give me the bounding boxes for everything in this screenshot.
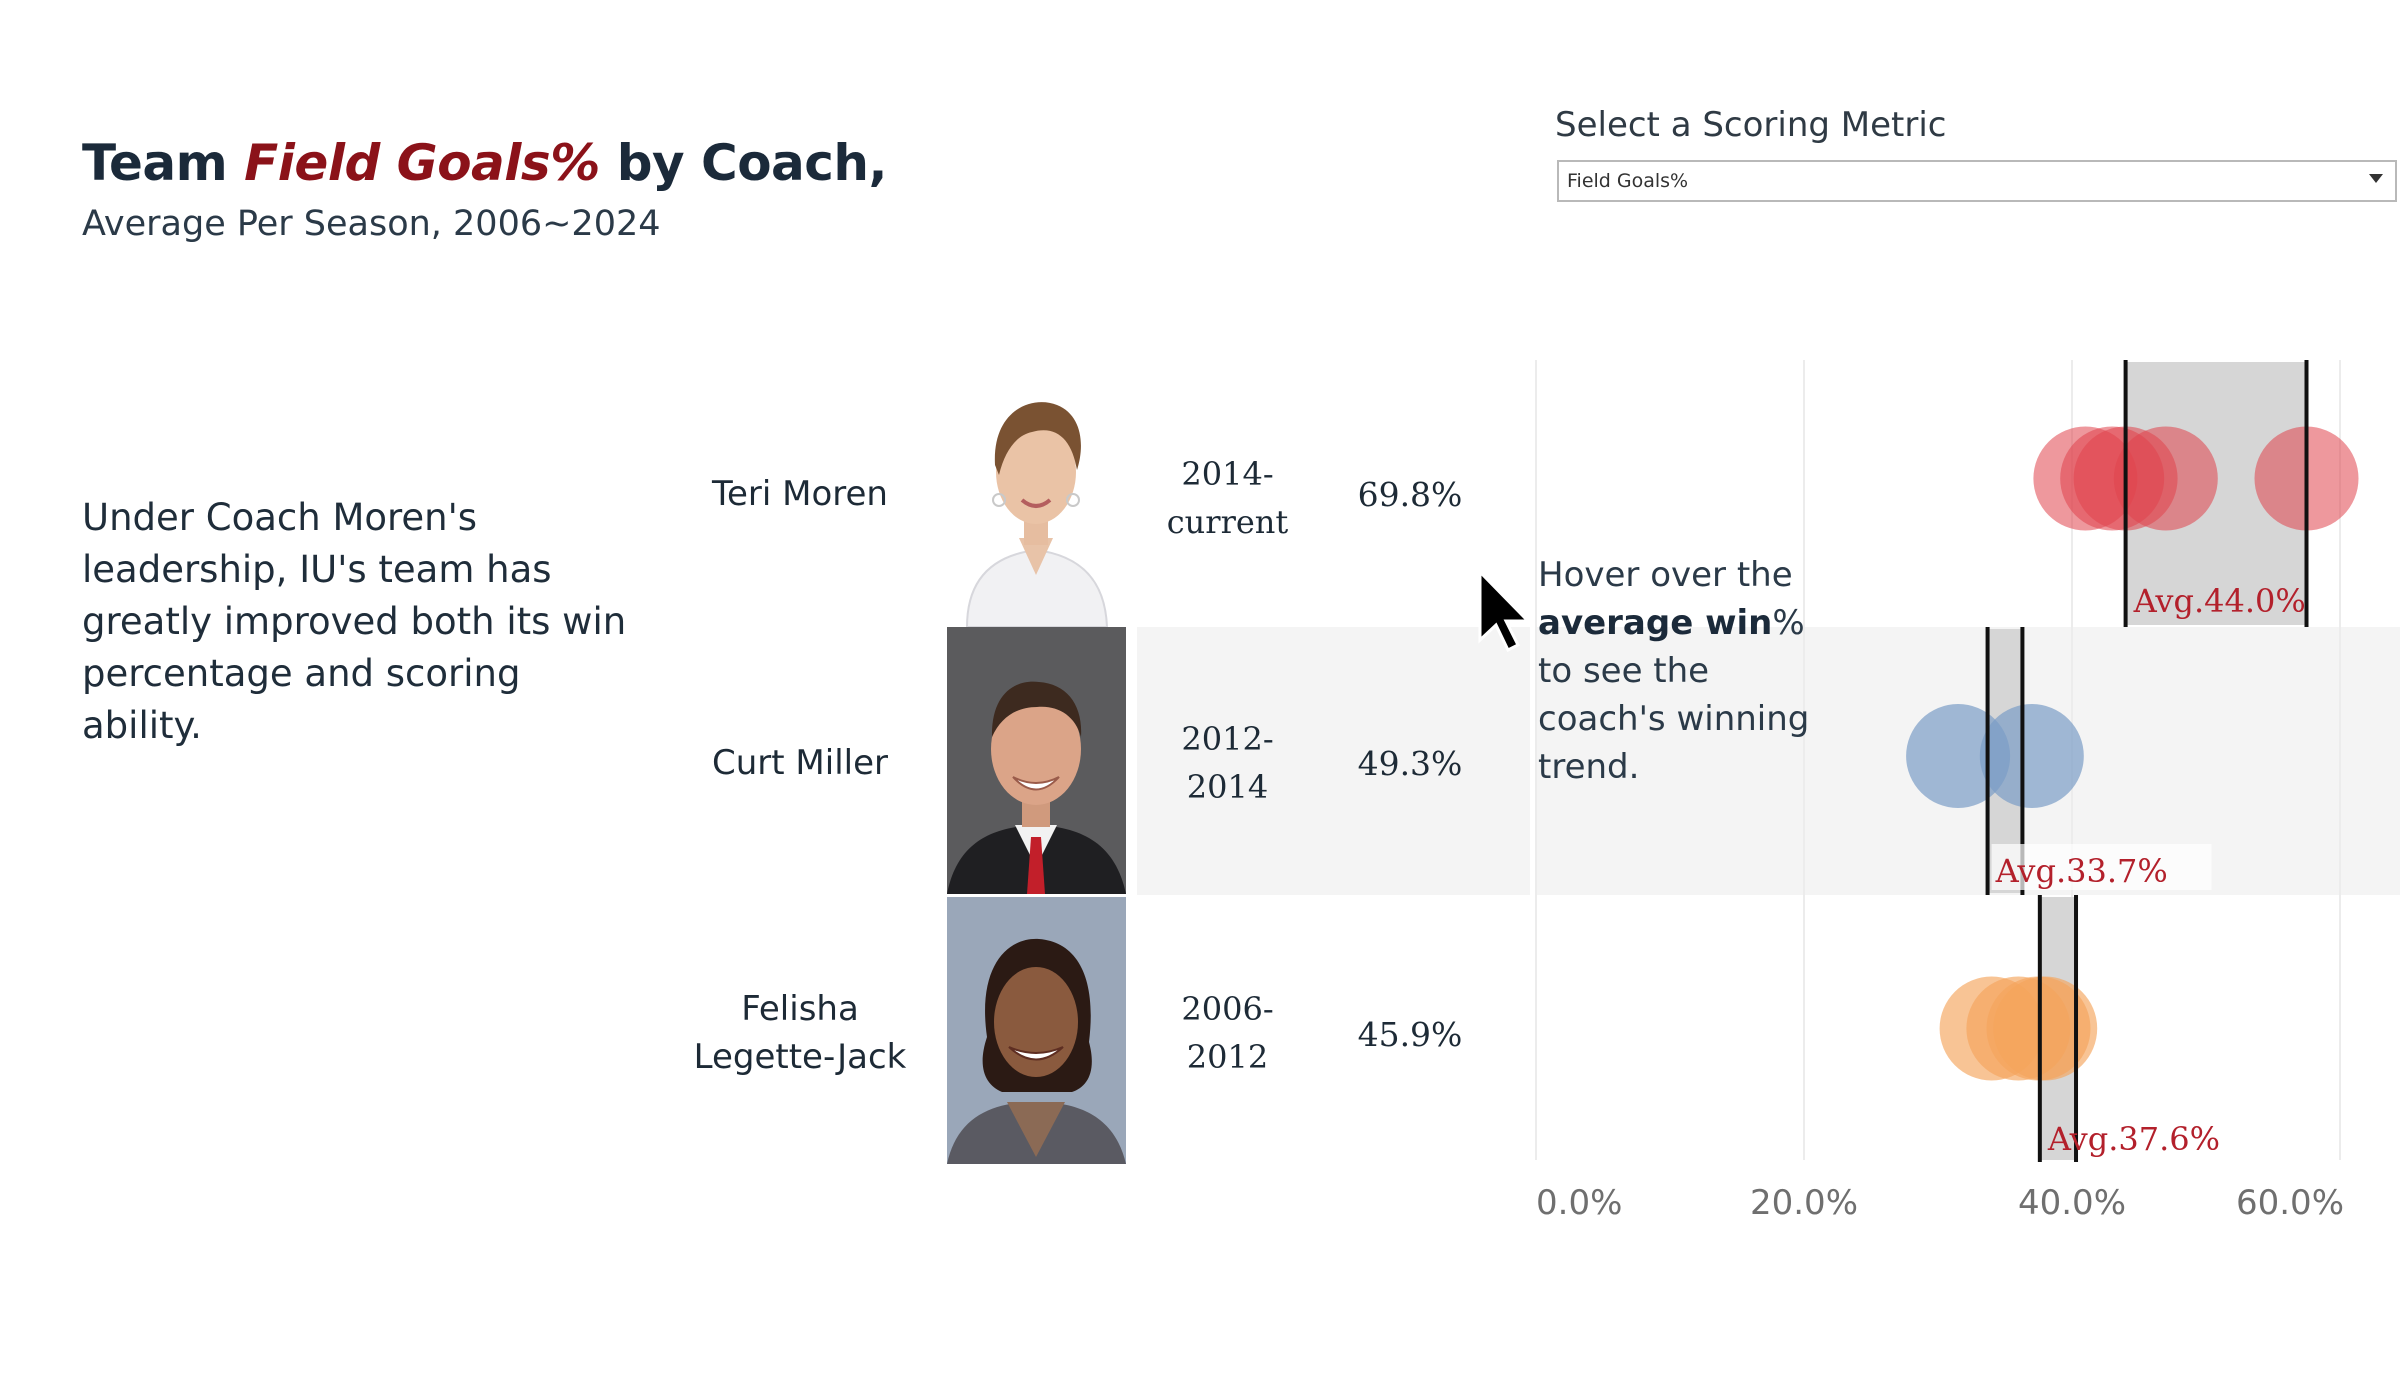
narrative-text: Under Coach Moren's leadership, IU's tea… — [82, 496, 627, 747]
x-axis-tick-label: 20.0% — [1750, 1183, 1858, 1223]
data-point — [2113, 426, 2218, 531]
row-band-cell — [1322, 627, 1530, 895]
hint-text-before: Hover over the — [1538, 555, 1793, 595]
title-metric: Field Goals% — [244, 134, 600, 192]
coach-portrait-moren — [947, 360, 1126, 627]
tenure-text: 2012- 2014 — [1181, 720, 1274, 806]
average-label-bg — [1991, 844, 2212, 890]
metric-selector-label: Select a Scoring Metric — [1555, 105, 1947, 145]
tenure-moren: 2014- current — [1140, 450, 1315, 546]
coach-name-text: Felisha Legette-Jack — [693, 989, 907, 1077]
average-label: Avg.37.6% — [2047, 1120, 2220, 1158]
coach-name-moren: Teri Moren — [712, 474, 888, 514]
hint-text-after: % to see the coach's winning trend. — [1538, 603, 1810, 787]
page-subtitle: Average Per Season, 2006~2024 — [82, 204, 661, 244]
tenure-legette-jack: 2006- 2012 — [1140, 985, 1315, 1081]
tenure-miller: 2012- 2014 — [1140, 715, 1315, 811]
chevron-down-icon[interactable] — [2369, 174, 2383, 183]
avg-win-legette-jack[interactable]: 45.9% — [1357, 1015, 1463, 1054]
title-suffix: by Coach, — [599, 134, 888, 192]
title-prefix: Team — [82, 134, 245, 192]
coach-portrait-legette-jack — [947, 897, 1126, 1164]
tenure-text: 2014- current — [1166, 455, 1289, 541]
hint-text-bold: average win — [1538, 603, 1773, 643]
coach-name-miller: Curt Miller — [712, 743, 888, 783]
tenure-text: 2006- 2012 — [1181, 990, 1274, 1076]
avg-win-miller[interactable]: 49.3% — [1357, 744, 1463, 783]
coach-portrait-miller — [947, 627, 1126, 894]
metric-selector-value: Field Goals% — [1567, 170, 1689, 192]
avg-win-moren[interactable]: 69.8% — [1357, 475, 1463, 514]
x-axis-tick-label: 0.0% — [1536, 1183, 1622, 1223]
x-axis-tick-label: 40.0% — [2018, 1183, 2126, 1223]
page-title: Team Field Goals% by Coach, — [82, 134, 888, 192]
data-point — [1979, 704, 2084, 808]
row-band-cell — [1137, 627, 1322, 895]
average-label: Avg.44.0% — [2133, 582, 2306, 620]
mouse-cursor-icon — [1478, 570, 1530, 652]
coach-name-legette-jack: Felisha Legette-Jack — [680, 985, 920, 1081]
x-axis-tick-label: 60.0% — [2236, 1183, 2344, 1223]
data-point — [1906, 704, 2011, 808]
metric-selector-dropdown[interactable]: Field Goals% — [1557, 160, 2397, 202]
average-label: Avg.33.7% — [1995, 852, 2168, 890]
hover-hint: Hover over the average win% to see the c… — [1538, 551, 1838, 791]
